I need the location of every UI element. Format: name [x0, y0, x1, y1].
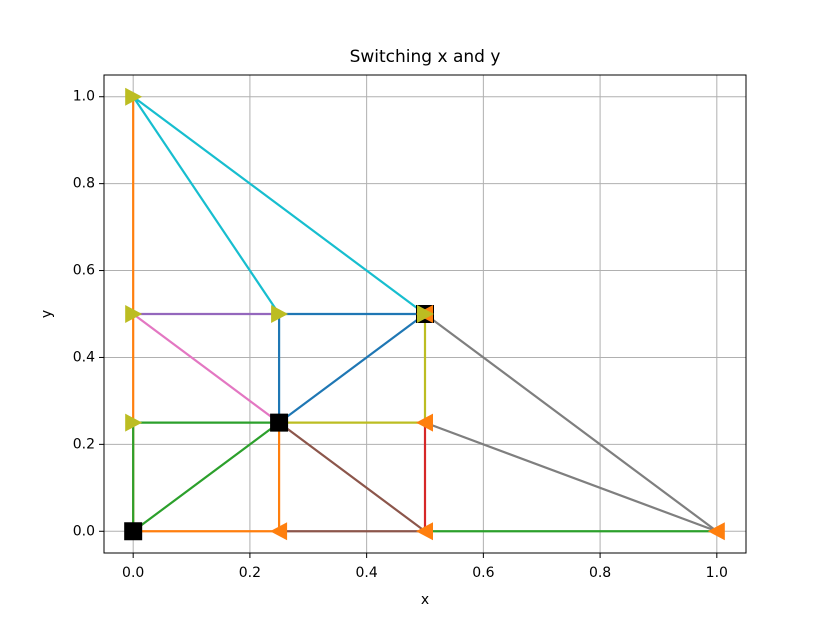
marker [416, 413, 433, 432]
y-tick-label: 0.4 [73, 349, 95, 365]
marker [125, 87, 143, 106]
x-tick-label: 0.4 [356, 565, 378, 581]
line [132, 421, 283, 533]
x-tick-label: 0.8 [589, 565, 611, 581]
line [424, 313, 718, 533]
y-tick-label: 0.0 [73, 523, 95, 539]
marker [124, 522, 143, 541]
marker [270, 413, 289, 432]
y-axis-label: y [39, 310, 55, 318]
x-tick-label: 0.6 [472, 565, 494, 581]
y-tick-label: 0.8 [73, 176, 95, 192]
line [277, 312, 429, 424]
marker [125, 413, 143, 432]
y-tick-label: 0.6 [73, 263, 95, 279]
chart-title: Switching x and y [350, 47, 501, 67]
marker [271, 305, 289, 323]
line [132, 313, 280, 424]
x-tick-label: 0.0 [122, 565, 144, 581]
marker [707, 522, 725, 541]
marker [270, 522, 288, 541]
y-tick-label: 0.2 [73, 436, 95, 452]
x-tick-label: 1.0 [706, 565, 728, 581]
x-axis-label: x [421, 592, 429, 608]
plot-frame [103, 74, 747, 554]
marker [125, 305, 143, 323]
line [278, 421, 429, 533]
marker [416, 522, 433, 541]
line [132, 95, 426, 315]
y-tick-label: 1.0 [73, 89, 95, 105]
x-tick-label: 0.2 [239, 565, 261, 581]
marker [417, 305, 434, 323]
